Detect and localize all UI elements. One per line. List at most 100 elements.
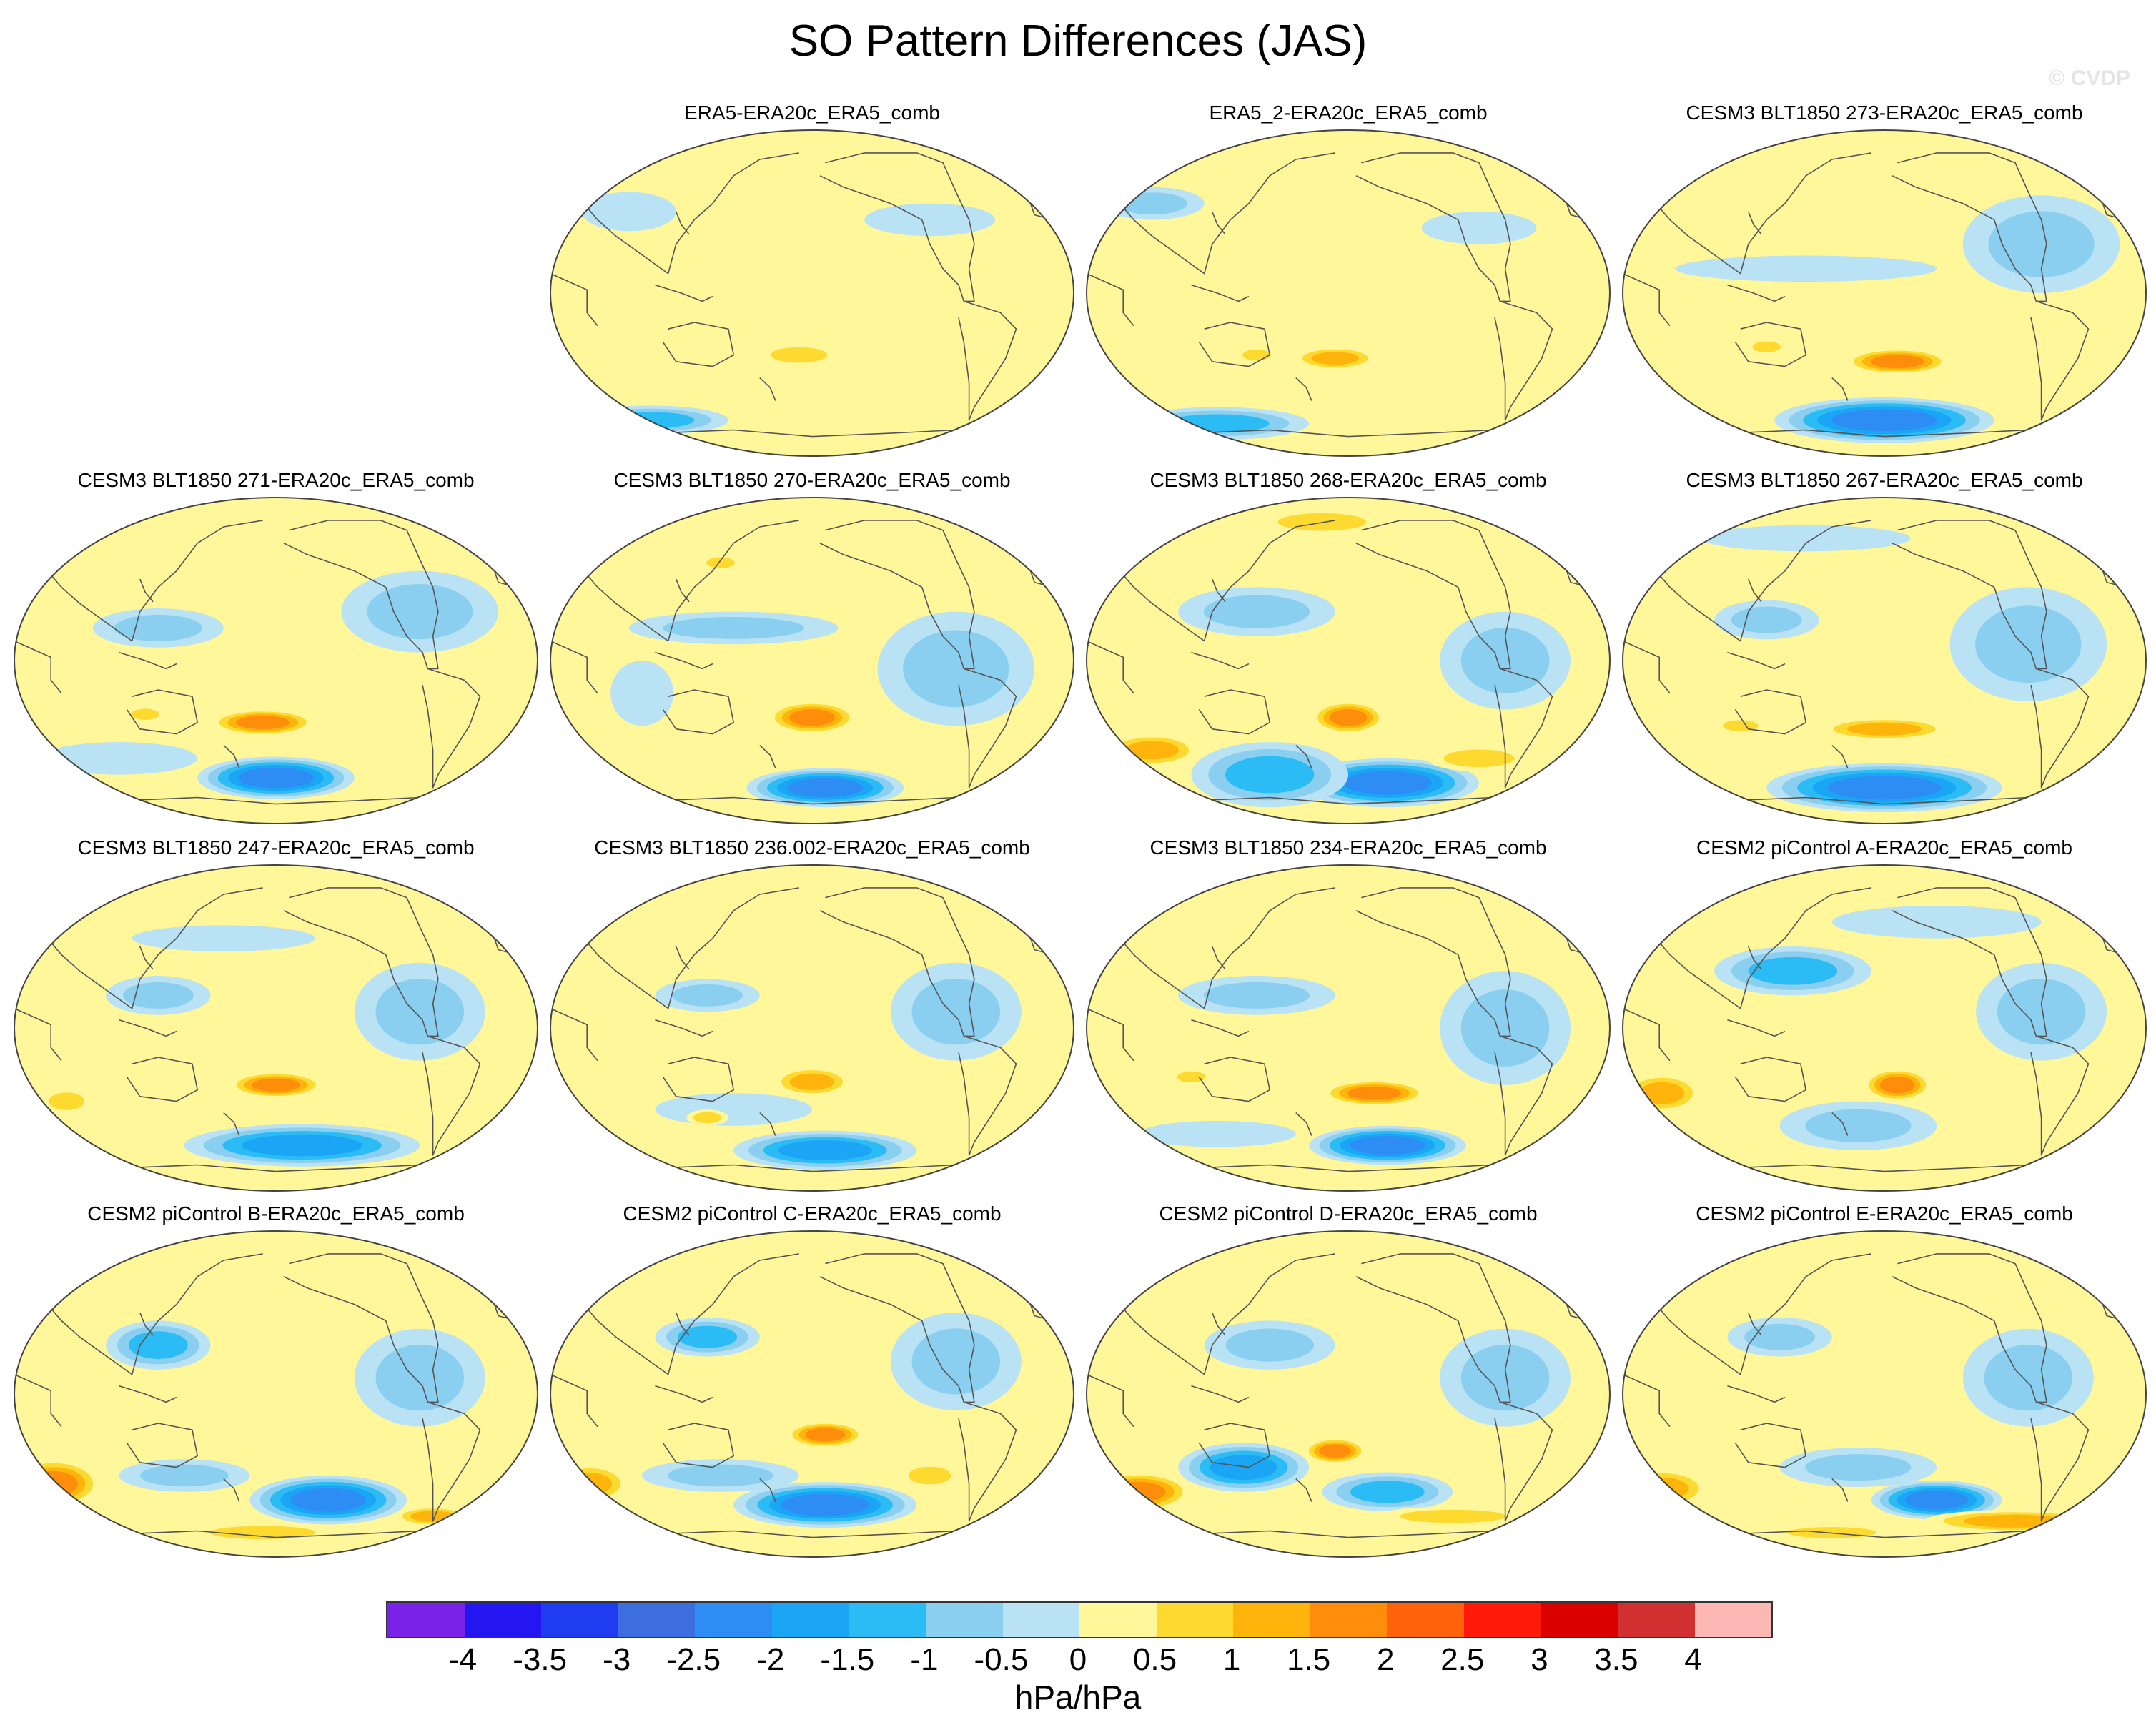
negative-anomaly-contour [1117,192,1187,214]
coastline [759,377,776,401]
positive-anomaly-contour [1348,1086,1402,1100]
colorbar-swatch [1387,1603,1464,1637]
coastline [958,300,1017,421]
coastline [1087,640,1134,694]
panel-title: CESM3 BLT1850 268-ERA20c_ERA5_comb [1149,469,1547,491]
coastline [283,520,439,670]
coastline [655,651,713,670]
negative-anomaly-contour [667,1464,774,1487]
negative-anomaly-contour [1984,1345,2073,1411]
positive-anomaly-contour [49,1092,84,1110]
positive-anomaly-contour [29,1470,78,1496]
colorbar-tick-label: -2.5 [666,1642,721,1677]
colorbar-units-label: hPa/hPa [1014,1679,1142,1716]
coastline [1727,1019,1786,1037]
positive-anomaly-contour [789,709,835,726]
positive-anomaly-contour [1639,1082,1685,1104]
negative-anomaly-contour [1203,595,1310,628]
negative-anomaly-contour [610,661,674,726]
negative-anomaly-contour [1701,525,1911,552]
positive-anomaly-contour [771,347,828,363]
map-plot [14,1230,538,1558]
coastline [1734,689,1807,735]
coastline [1648,1253,1871,1375]
coastline [819,152,975,302]
negative-anomaly-contour [864,203,996,237]
positive-anomaly-contour [1847,722,1922,736]
coastline [662,1057,735,1102]
chart-title: SO Pattern Differences (JAS) [788,16,1368,66]
coastline [1211,211,1226,235]
coastline [1747,1312,1762,1336]
coastline [1112,887,1335,1009]
coastline [819,887,975,1037]
coastline [1727,1385,1786,1403]
negative-anomaly-contour [581,192,676,232]
coastline [422,1035,481,1156]
map-plot [550,497,1074,824]
coastline [223,745,240,768]
coastline [819,520,975,670]
coastline [14,1007,62,1062]
coastline [1211,1312,1226,1336]
cvdp-watermark: © CVDP [2049,66,2130,90]
map-plot [14,864,538,1192]
coastline [1623,272,1671,327]
map-boundary [1086,864,1611,1192]
coastline [223,1478,240,1502]
negative-anomaly-contour [122,982,194,1009]
map-boundary [14,864,538,1192]
coastline [550,272,598,327]
coastline [223,1112,240,1136]
coastline [126,689,199,735]
coastline [1191,1385,1250,1403]
colorbar-tick-label: 3 [1531,1642,1548,1677]
coastline [139,578,154,603]
coastline [39,887,263,1009]
coastline [1892,152,2047,302]
negative-anomaly-contour [655,1093,812,1126]
map-boundary [14,1230,538,1558]
negative-anomaly-contour [1831,906,2042,939]
negative-anomaly-contour [678,1325,738,1348]
negative-anomaly-contour [140,1464,229,1487]
coastline [283,1253,439,1403]
negative-anomaly-contour [1975,606,2082,683]
coastline [1211,946,1226,970]
coastline [1295,1478,1312,1502]
negative-anomaly-contour [1831,409,1937,432]
map-plot [1622,497,2147,824]
positive-anomaly-contour [209,1526,316,1540]
coastline [1295,745,1312,768]
map-plot [1086,1230,1611,1558]
coastline [14,1373,62,1428]
negative-anomaly-contour [290,1488,366,1512]
coastline [1494,668,1553,789]
colorbar-swatch [1233,1603,1310,1637]
negative-anomaly-contour [1748,957,1838,985]
coastline [1831,377,1849,401]
coastline [126,1423,199,1468]
coastline [1198,1057,1271,1102]
negative-anomaly-contour [1744,1323,1816,1350]
positive-anomaly-contour [805,1428,846,1442]
coastline [655,1019,713,1037]
panel-title: CESM3 BLT1850 271-ERA20c_ERA5_comb [77,469,475,491]
colorbar-swatch [618,1603,696,1637]
positive-anomaly-contour [1177,1071,1206,1083]
coastline [39,1253,263,1375]
coastline [1087,1007,1134,1062]
colorbar-tick-label: 0 [1069,1642,1087,1677]
map-boundary [1622,864,2147,1192]
coastline [1727,284,1786,302]
negative-anomaly-contour [1203,982,1310,1009]
colorbar-tick-label: 2.5 [1440,1642,1485,1677]
panel-title: CESM3 BLT1850 273-ERA20c_ERA5_comb [1686,102,2083,124]
coastline [550,1007,598,1062]
negative-anomaly-contour [1350,1136,1425,1155]
map-boundary [1622,1230,2147,1558]
coastline [759,1478,776,1502]
map-panel: CESM2 piControl E-ERA20c_ERA5_comb [1621,1201,2147,1573]
coastline [1747,946,1762,970]
panel-title: CESM3 BLT1850 236.002-ERA20c_ERA5_comb [594,836,1030,859]
